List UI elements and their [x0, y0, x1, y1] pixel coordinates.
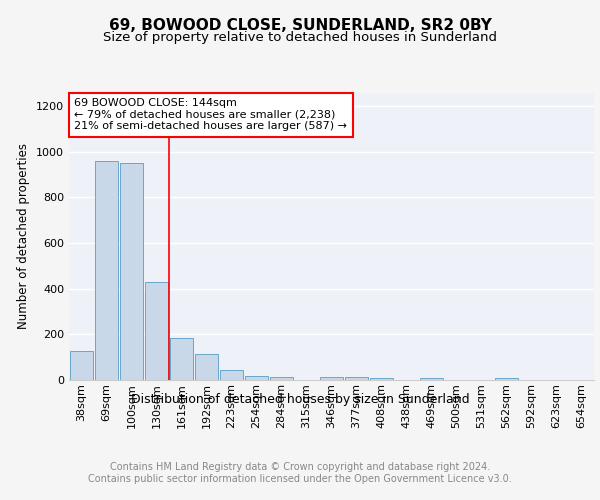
Bar: [370, 378, 394, 380]
Bar: [220, 370, 244, 380]
Bar: [70, 352, 94, 380]
Text: Contains HM Land Registry data © Crown copyright and database right 2024.
Contai: Contains HM Land Registry data © Crown c…: [88, 462, 512, 484]
Y-axis label: Number of detached properties: Number of detached properties: [17, 143, 31, 329]
Bar: [419, 378, 443, 380]
Text: Distribution of detached houses by size in Sunderland: Distribution of detached houses by size …: [131, 392, 469, 406]
Bar: [494, 378, 518, 380]
Bar: [95, 161, 118, 380]
Text: 69, BOWOOD CLOSE, SUNDERLAND, SR2 0BY: 69, BOWOOD CLOSE, SUNDERLAND, SR2 0BY: [109, 18, 491, 32]
Text: 69 BOWOOD CLOSE: 144sqm
← 79% of detached houses are smaller (2,238)
21% of semi: 69 BOWOOD CLOSE: 144sqm ← 79% of detache…: [74, 98, 347, 132]
Bar: [245, 376, 268, 380]
Bar: [194, 354, 218, 380]
Bar: [119, 163, 143, 380]
Bar: [170, 338, 193, 380]
Bar: [320, 376, 343, 380]
Bar: [269, 376, 293, 380]
Bar: [145, 282, 169, 380]
Bar: [344, 376, 368, 380]
Text: Size of property relative to detached houses in Sunderland: Size of property relative to detached ho…: [103, 31, 497, 44]
